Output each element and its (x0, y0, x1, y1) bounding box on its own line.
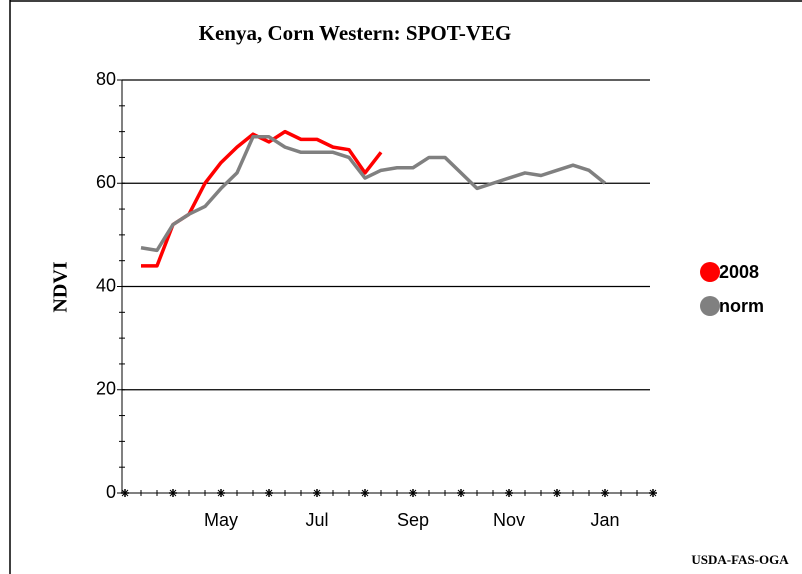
legend-label: 2008 (719, 262, 759, 282)
data-line (140, 135, 607, 253)
y-axis-label: NDVI (50, 261, 72, 312)
x-tick-label: Sep (397, 510, 429, 530)
legend-swatch (700, 296, 720, 316)
x-tick-label: Jan (590, 510, 619, 530)
legend-swatch (700, 262, 720, 282)
x-major-tick (553, 489, 561, 497)
data-line (141, 129, 383, 268)
y-tick-label: 20 (96, 379, 116, 399)
y-tick-label: 60 (96, 172, 116, 192)
x-major-tick (409, 489, 417, 497)
x-major-tick (169, 489, 177, 497)
x-major-tick (361, 489, 369, 497)
x-tick-label: Nov (493, 510, 525, 530)
chart-title: Kenya, Corn Western: SPOT-VEG (199, 21, 512, 45)
x-major-tick (313, 489, 321, 497)
x-tick-label: May (204, 510, 238, 530)
x-major-tick (121, 489, 129, 497)
x-tick-label: Jul (305, 510, 328, 530)
x-major-tick (265, 489, 273, 497)
x-major-tick (601, 489, 609, 497)
x-major-tick (217, 489, 225, 497)
legend-label: norm (719, 296, 764, 316)
x-major-tick (505, 489, 513, 497)
y-tick-label: 80 (96, 69, 116, 89)
x-major-tick (457, 489, 465, 497)
y-tick-label: 0 (106, 482, 116, 502)
y-tick-label: 40 (96, 275, 116, 295)
source-note: USDA-FAS-OGA (691, 552, 789, 567)
x-major-tick (649, 489, 657, 497)
